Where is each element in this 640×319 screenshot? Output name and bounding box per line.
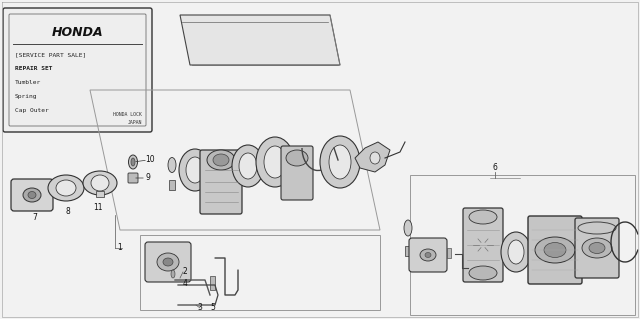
- Text: REPAIR SET: REPAIR SET: [15, 66, 52, 71]
- Ellipse shape: [420, 249, 436, 261]
- Text: 1: 1: [118, 243, 122, 253]
- FancyBboxPatch shape: [3, 8, 152, 132]
- Text: 2: 2: [182, 268, 188, 277]
- FancyBboxPatch shape: [528, 216, 582, 284]
- Ellipse shape: [28, 191, 36, 198]
- Ellipse shape: [239, 153, 257, 179]
- FancyBboxPatch shape: [463, 208, 503, 282]
- Polygon shape: [180, 15, 340, 65]
- Text: 9: 9: [145, 174, 150, 182]
- Ellipse shape: [425, 253, 431, 257]
- Text: 11: 11: [93, 204, 103, 212]
- Ellipse shape: [501, 232, 531, 272]
- Text: 4: 4: [182, 278, 188, 287]
- Ellipse shape: [264, 146, 286, 178]
- Ellipse shape: [91, 175, 109, 191]
- FancyBboxPatch shape: [145, 242, 191, 282]
- Ellipse shape: [469, 210, 497, 224]
- Ellipse shape: [404, 220, 412, 236]
- Text: 8: 8: [66, 207, 70, 217]
- Ellipse shape: [256, 137, 294, 187]
- FancyBboxPatch shape: [575, 218, 619, 278]
- FancyBboxPatch shape: [210, 276, 215, 290]
- FancyBboxPatch shape: [405, 246, 411, 256]
- Ellipse shape: [129, 155, 138, 169]
- Ellipse shape: [186, 157, 204, 183]
- Ellipse shape: [163, 258, 173, 266]
- Ellipse shape: [171, 270, 175, 278]
- FancyBboxPatch shape: [128, 173, 138, 183]
- Ellipse shape: [370, 152, 380, 164]
- Ellipse shape: [157, 253, 179, 271]
- Text: Cap Outer: Cap Outer: [15, 108, 49, 113]
- Text: Tumbler: Tumbler: [15, 80, 41, 85]
- Text: HONDA: HONDA: [52, 26, 103, 39]
- Text: HONDA LOCK: HONDA LOCK: [113, 112, 142, 117]
- Ellipse shape: [582, 238, 612, 258]
- Ellipse shape: [131, 158, 135, 166]
- Ellipse shape: [286, 150, 308, 166]
- FancyBboxPatch shape: [11, 179, 53, 211]
- Ellipse shape: [535, 237, 575, 263]
- Ellipse shape: [83, 171, 117, 195]
- Ellipse shape: [329, 145, 351, 179]
- Ellipse shape: [207, 150, 235, 170]
- Text: 5: 5: [211, 303, 216, 313]
- Ellipse shape: [508, 240, 524, 264]
- Text: JAPAN: JAPAN: [127, 120, 142, 125]
- Ellipse shape: [48, 175, 84, 201]
- Ellipse shape: [179, 149, 211, 191]
- FancyBboxPatch shape: [447, 248, 451, 258]
- FancyBboxPatch shape: [281, 146, 313, 200]
- Text: 6: 6: [493, 164, 497, 173]
- Ellipse shape: [23, 188, 41, 202]
- Polygon shape: [355, 142, 390, 172]
- Text: 10: 10: [145, 155, 155, 165]
- Ellipse shape: [544, 242, 566, 257]
- FancyBboxPatch shape: [409, 238, 447, 272]
- Ellipse shape: [213, 154, 229, 166]
- Ellipse shape: [168, 158, 176, 173]
- Ellipse shape: [56, 180, 76, 196]
- FancyBboxPatch shape: [169, 180, 175, 190]
- Text: 3: 3: [198, 303, 202, 313]
- Ellipse shape: [320, 136, 360, 188]
- Text: [SERVICE PART SALE]: [SERVICE PART SALE]: [15, 52, 86, 57]
- Text: Spring: Spring: [15, 94, 38, 99]
- Text: 7: 7: [33, 213, 37, 222]
- FancyBboxPatch shape: [96, 191, 104, 197]
- Ellipse shape: [232, 145, 264, 187]
- Ellipse shape: [589, 242, 605, 254]
- Ellipse shape: [469, 266, 497, 280]
- FancyBboxPatch shape: [200, 150, 242, 214]
